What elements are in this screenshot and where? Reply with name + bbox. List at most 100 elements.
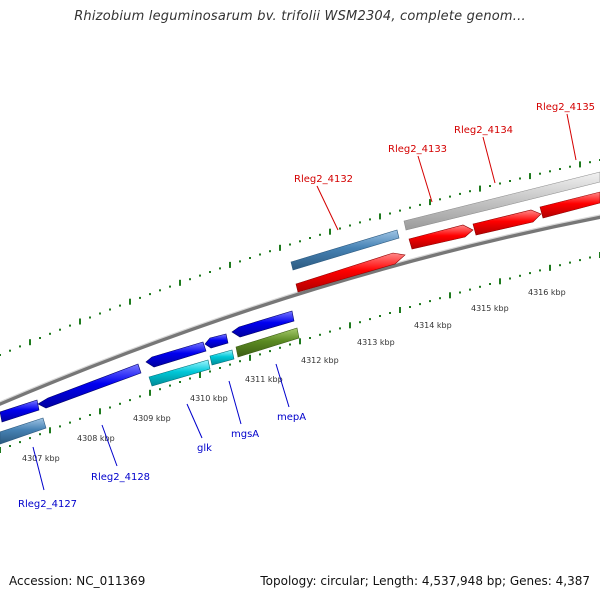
summary-text: Topology: circular; Length: 4,537,948 bp… xyxy=(260,574,590,588)
gene-rleg2-4133-region[interactable] xyxy=(403,171,600,231)
gene-label-rleg2-4128[interactable]: Rleg2_4128 xyxy=(91,472,150,483)
kbp-label: 4315 kbp xyxy=(471,304,509,313)
minor-tick xyxy=(389,312,391,314)
minor-tick xyxy=(239,260,241,263)
minor-tick xyxy=(59,425,61,428)
minor-tick xyxy=(269,250,271,253)
gene-forward-arrow-1[interactable] xyxy=(295,252,406,293)
minor-tick xyxy=(459,192,461,195)
gene-label-rleg2-4134[interactable]: Rleg2_4134 xyxy=(454,125,513,136)
gene-label-rleg2-4135[interactable]: Rleg2_4135 xyxy=(536,102,595,113)
accession-text: Accession: NC_011369 xyxy=(9,574,146,588)
gene-label-glk[interactable]: glk xyxy=(197,443,212,454)
minor-tick xyxy=(519,177,521,180)
leader-line xyxy=(186,403,203,439)
minor-tick xyxy=(589,161,591,164)
gene-forward-arrow-3[interactable] xyxy=(472,209,542,236)
major-tick xyxy=(279,244,281,251)
minor-tick xyxy=(289,243,291,246)
major-tick xyxy=(579,161,581,168)
gene-glk[interactable] xyxy=(148,359,211,387)
minor-tick xyxy=(159,388,161,391)
minor-tick xyxy=(9,349,11,352)
minor-tick xyxy=(589,256,591,259)
minor-tick xyxy=(139,395,141,398)
minor-tick xyxy=(279,346,281,349)
minor-tick xyxy=(359,321,361,324)
major-tick xyxy=(479,185,481,192)
minor-tick xyxy=(299,240,301,243)
major-tick xyxy=(299,338,301,345)
minor-tick xyxy=(359,221,361,224)
major-tick xyxy=(129,298,131,305)
reverse-gene-labels: Rleg2_4127 Rleg2_4128 glk mgsA mepA xyxy=(18,363,306,510)
major-tick xyxy=(229,261,231,268)
forward-gene-labels: Rleg2_4132 Rleg2_4133 Rleg2_4134 Rleg2_4… xyxy=(294,102,595,231)
minor-tick xyxy=(129,399,131,402)
minor-tick xyxy=(189,377,191,380)
minor-tick xyxy=(199,274,201,277)
gene-mepA[interactable] xyxy=(235,327,300,358)
minor-tick xyxy=(269,350,271,353)
minor-tick xyxy=(319,233,321,236)
leader-line xyxy=(482,136,496,184)
gene-label-rleg2-4127[interactable]: Rleg2_4127 xyxy=(18,499,77,510)
gene-reverse-arrow-4[interactable] xyxy=(204,333,229,349)
minor-tick xyxy=(499,182,501,185)
minor-tick xyxy=(119,304,121,307)
minor-tick xyxy=(219,367,221,369)
kbp-label: 4309 kbp xyxy=(133,414,171,423)
minor-tick xyxy=(79,417,81,420)
backbone-line xyxy=(0,214,600,406)
major-tick xyxy=(0,447,1,453)
minor-tick xyxy=(469,190,471,193)
gene-label-mgsA[interactable]: mgsA xyxy=(231,429,259,440)
major-tick xyxy=(349,322,351,329)
minor-tick xyxy=(439,297,441,300)
minor-tick xyxy=(549,170,551,173)
minor-tick xyxy=(89,414,91,416)
major-tick xyxy=(449,292,451,299)
gene-forward-arrow-2[interactable] xyxy=(408,224,474,250)
gene-reverse-arrow-3[interactable] xyxy=(145,341,207,368)
minor-tick xyxy=(389,212,391,215)
gene-reverse-arrow-2[interactable] xyxy=(37,363,142,409)
minor-tick xyxy=(329,330,331,333)
minor-tick xyxy=(139,296,141,299)
major-tick xyxy=(149,389,151,396)
kbp-label: 4308 kbp xyxy=(77,434,115,443)
gene-label-rleg2-4132[interactable]: Rleg2_4132 xyxy=(294,174,353,185)
minor-tick xyxy=(49,332,51,335)
gene-label-mepA[interactable]: mepA xyxy=(277,412,306,423)
major-tick xyxy=(49,427,51,434)
gene-forward-arrow-4[interactable] xyxy=(539,191,600,219)
minor-tick xyxy=(179,381,181,383)
minor-tick xyxy=(39,337,41,339)
minor-tick xyxy=(189,278,191,281)
minor-tick xyxy=(209,370,211,373)
minor-tick xyxy=(109,308,111,311)
gene-mgsA[interactable] xyxy=(209,349,235,366)
major-tick xyxy=(499,278,501,285)
gene-reverse-arrow-5[interactable] xyxy=(231,310,295,338)
gene-rleg2-4127[interactable] xyxy=(0,417,47,445)
minor-tick xyxy=(439,198,441,201)
gene-reverse-arrow-1[interactable] xyxy=(0,399,40,423)
major-tick xyxy=(549,264,551,271)
minor-tick xyxy=(559,264,561,267)
kbp-label: 4313 kbp xyxy=(357,338,395,347)
minor-tick xyxy=(409,206,411,209)
minor-tick xyxy=(29,437,31,440)
minor-tick xyxy=(309,237,311,239)
gene-rleg2-4132[interactable] xyxy=(290,229,400,271)
minor-tick xyxy=(229,363,231,366)
kbp-label: 4310 kbp xyxy=(190,394,228,403)
minor-tick xyxy=(319,333,321,336)
minor-tick xyxy=(559,168,561,170)
minor-tick xyxy=(59,328,61,331)
minor-tick xyxy=(519,274,521,277)
leader-line xyxy=(566,113,577,161)
gene-label-rleg2-4133[interactable]: Rleg2_4133 xyxy=(388,144,447,155)
minor-tick xyxy=(369,218,371,221)
